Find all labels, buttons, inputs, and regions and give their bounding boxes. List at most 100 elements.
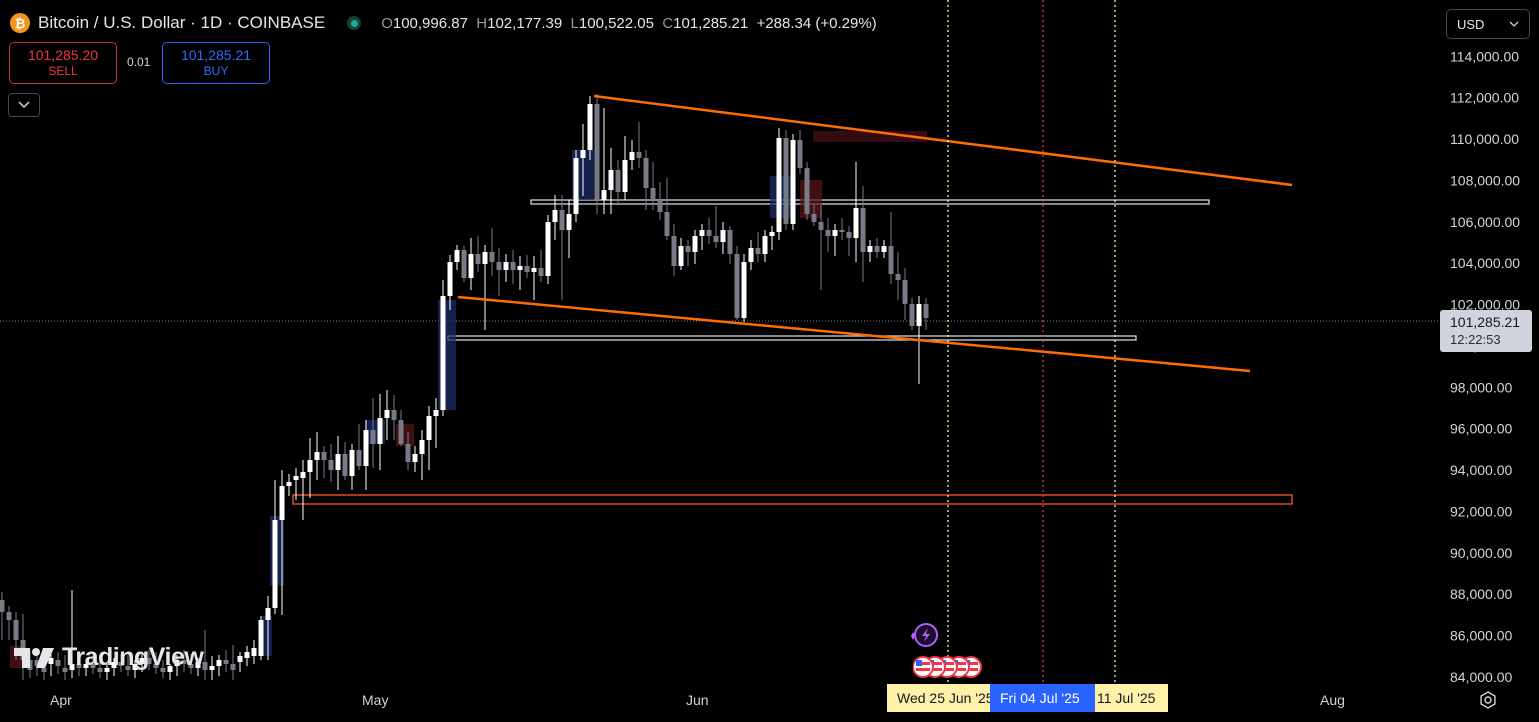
- candle[interactable]: [412, 446, 418, 472]
- candle[interactable]: [125, 655, 131, 676]
- candle[interactable]: [160, 660, 166, 678]
- candle[interactable]: [314, 432, 320, 480]
- candle[interactable]: [195, 658, 201, 676]
- settings-icon[interactable]: [1478, 690, 1498, 710]
- candle[interactable]: [139, 652, 145, 672]
- candle[interactable]: [342, 442, 348, 480]
- candle[interactable]: [83, 660, 89, 676]
- candle[interactable]: [811, 204, 817, 226]
- candle[interactable]: [860, 186, 866, 282]
- candle[interactable]: [293, 468, 299, 500]
- candle[interactable]: [783, 130, 789, 230]
- candle[interactable]: [650, 162, 656, 210]
- candle[interactable]: [601, 108, 607, 214]
- candle[interactable]: [118, 654, 124, 672]
- candle[interactable]: [377, 394, 383, 470]
- market-open-icon[interactable]: [347, 16, 362, 30]
- demand-zone[interactable]: [292, 494, 1293, 505]
- candle[interactable]: [230, 645, 236, 680]
- candle[interactable]: [363, 420, 369, 490]
- candle[interactable]: [517, 256, 523, 290]
- resistance-zone[interactable]: [530, 199, 1210, 205]
- candle[interactable]: [468, 238, 474, 290]
- collapse-legend-button[interactable]: [8, 93, 40, 117]
- candle[interactable]: [559, 195, 565, 300]
- candle[interactable]: [636, 122, 642, 168]
- candle[interactable]: [608, 148, 614, 214]
- candle[interactable]: [902, 268, 908, 320]
- candle[interactable]: [867, 240, 873, 262]
- candle[interactable]: [398, 410, 404, 446]
- candle[interactable]: [475, 236, 481, 272]
- candle[interactable]: [349, 444, 355, 490]
- candle[interactable]: [734, 246, 740, 320]
- lower-trendline[interactable]: [457, 295, 1251, 373]
- currency-select[interactable]: USD: [1446, 9, 1530, 39]
- buy-button[interactable]: 101,285.21 BUY: [162, 42, 270, 84]
- candle[interactable]: [671, 224, 677, 276]
- candle[interactable]: [237, 652, 243, 672]
- candle[interactable]: [804, 162, 810, 220]
- candle[interactable]: [111, 658, 117, 676]
- candle[interactable]: [657, 182, 663, 220]
- candle[interactable]: [720, 222, 726, 254]
- candle[interactable]: [615, 160, 621, 204]
- candle[interactable]: [643, 150, 649, 210]
- candle[interactable]: [391, 395, 397, 440]
- candle[interactable]: [706, 218, 712, 244]
- candle[interactable]: [664, 178, 670, 240]
- candle[interactable]: [76, 655, 82, 676]
- candle[interactable]: [909, 298, 915, 330]
- candle[interactable]: [678, 238, 684, 270]
- candle[interactable]: [685, 240, 691, 266]
- candle[interactable]: [202, 630, 208, 680]
- candle[interactable]: [461, 246, 467, 282]
- candle[interactable]: [895, 252, 901, 300]
- candle[interactable]: [97, 660, 103, 678]
- candle[interactable]: [825, 218, 831, 252]
- candle[interactable]: [258, 616, 264, 660]
- candle[interactable]: [447, 255, 453, 310]
- events-icon[interactable]: [907, 620, 939, 650]
- candle[interactable]: [419, 430, 425, 480]
- supply-highlight[interactable]: [813, 131, 927, 142]
- candle[interactable]: [839, 218, 845, 240]
- candle[interactable]: [307, 438, 313, 498]
- candle[interactable]: [167, 664, 173, 680]
- candle[interactable]: [881, 240, 887, 258]
- candle[interactable]: [272, 480, 278, 614]
- candle[interactable]: [923, 298, 929, 330]
- candle[interactable]: [405, 432, 411, 470]
- candle[interactable]: [503, 254, 509, 282]
- candle[interactable]: [188, 654, 194, 674]
- candle[interactable]: [727, 226, 733, 264]
- candle[interactable]: [769, 226, 775, 250]
- candle[interactable]: [209, 656, 215, 680]
- symbol-header[interactable]: ₿ Bitcoin / U.S. Dollar · 1D · COINBASE …: [10, 10, 877, 36]
- candle[interactable]: [496, 248, 502, 296]
- price-axis[interactable]: 84,000.00 86,000.00 88,000.00 90,000.00 92,0…: [1450, 48, 1520, 685]
- candle[interactable]: [153, 652, 159, 674]
- candle[interactable]: [286, 474, 292, 496]
- candle[interactable]: [846, 226, 852, 256]
- candle[interactable]: [48, 650, 54, 676]
- candle[interactable]: [566, 200, 572, 258]
- support-zone[interactable]: [447, 335, 1137, 341]
- candle[interactable]: [146, 650, 152, 670]
- candle[interactable]: [62, 655, 68, 680]
- candle[interactable]: [713, 206, 719, 248]
- order-block[interactable]: [800, 180, 822, 218]
- candle[interactable]: [0, 592, 5, 640]
- upper-trendline[interactable]: [593, 94, 1293, 187]
- candle[interactable]: [853, 162, 859, 262]
- candle[interactable]: [384, 390, 390, 440]
- candle[interactable]: [265, 596, 271, 660]
- candle[interactable]: [538, 250, 544, 282]
- order-block[interactable]: [262, 616, 272, 656]
- candle[interactable]: [699, 224, 705, 250]
- candle[interactable]: [524, 255, 530, 278]
- candle[interactable]: [132, 660, 138, 678]
- candle[interactable]: [692, 230, 698, 264]
- candle[interactable]: [174, 655, 180, 676]
